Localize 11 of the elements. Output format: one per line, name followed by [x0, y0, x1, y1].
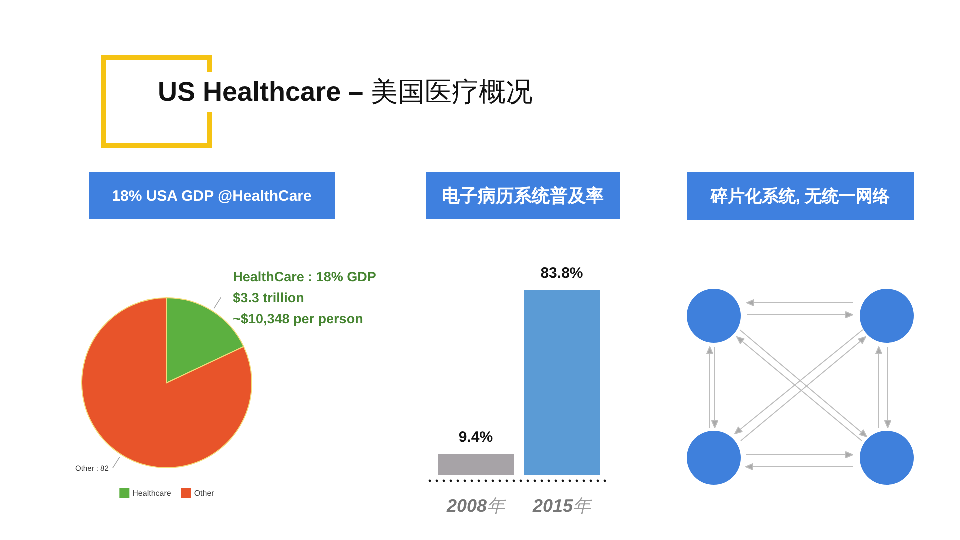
data-label: 83.8%: [540, 265, 584, 282]
legend-label: Healthcare: [132, 489, 172, 498]
text: 碎片化系统, 无统一网络: [710, 187, 892, 206]
x-tick-label: 2008年: [446, 496, 508, 516]
chart-title: 电子病历系统普及率: [442, 186, 604, 206]
chart-title: 18% USA GDP @HealthCare: [112, 188, 312, 205]
data-label: 9.4%: [458, 429, 494, 446]
text: US Healthcare – 美国医疗概况: [158, 77, 534, 107]
legend-label: Other: [194, 489, 215, 498]
data-label: HealthCare : 18% GDP $3.3 trillion ~$10,348 per person: [233, 270, 376, 326]
x-tick-label: 2015年: [532, 496, 594, 516]
